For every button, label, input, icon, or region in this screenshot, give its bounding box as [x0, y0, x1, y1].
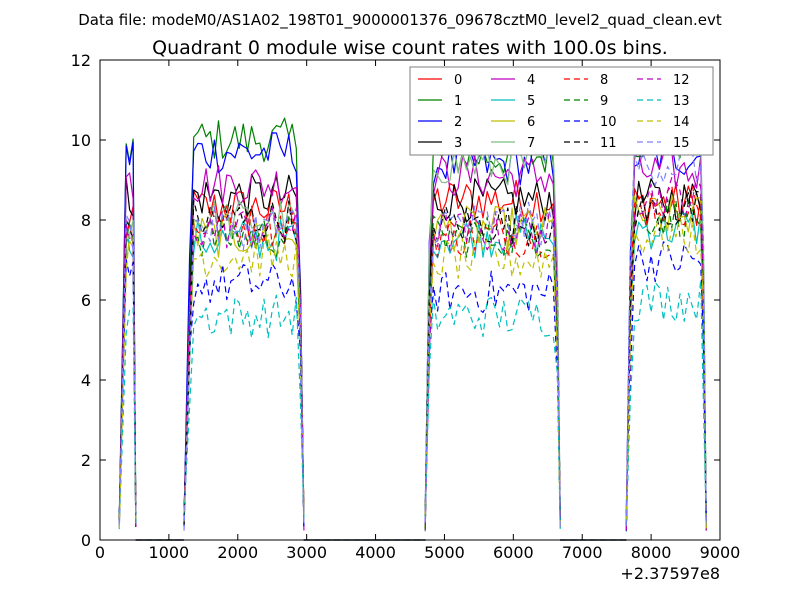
x-tick-label: 2000	[217, 543, 258, 562]
series-13-line-3	[424, 295, 561, 529]
legend-label: 0	[454, 73, 462, 88]
legend-item-5[interactable]: 5	[491, 94, 535, 109]
legend-item-2[interactable]: 2	[418, 115, 462, 130]
series-15-line-2	[183, 205, 305, 531]
legend-label: 15	[673, 136, 690, 151]
legend-item-9[interactable]: 9	[564, 94, 608, 109]
legend-item-0[interactable]: 0	[418, 73, 462, 88]
series-14-line-2	[183, 234, 305, 522]
x-tick-label: 3000	[286, 543, 327, 562]
legend-item-15[interactable]: 15	[637, 136, 690, 151]
series-3-line-4	[625, 178, 707, 531]
series-10-line-4	[625, 241, 707, 531]
x-tick-label: 6000	[493, 543, 534, 562]
legend-item-14[interactable]: 14	[637, 115, 690, 130]
series-5-line-4	[625, 212, 707, 526]
legend-item-11[interactable]: 11	[564, 136, 617, 151]
y-tick-label: 8	[81, 211, 91, 230]
x-tick-label: 8000	[631, 543, 672, 562]
legend-label: 12	[673, 73, 690, 88]
legend-label: 11	[600, 136, 617, 151]
legend-label: 10	[600, 115, 617, 130]
series-10-line-2	[183, 263, 305, 528]
series-14-line-4	[625, 213, 707, 529]
legend-item-13[interactable]: 13	[637, 94, 690, 109]
y-tick-label: 2	[81, 451, 91, 470]
series-13-line-2	[183, 294, 305, 518]
series-10-line-3	[424, 270, 561, 519]
series-0-line-4	[625, 183, 707, 525]
series-11-line-3	[424, 204, 561, 518]
series-11-line-4	[625, 190, 707, 527]
x-tick-label: 4000	[355, 543, 396, 562]
legend-label: 9	[600, 94, 608, 109]
chart-title: Quadrant 0 module wise count rates with …	[152, 37, 668, 59]
series-1-line-2	[183, 117, 305, 527]
series-4-line-3	[424, 155, 561, 532]
legend-label: 7	[527, 136, 535, 151]
legend-label: 1	[454, 94, 462, 109]
legend-label: 6	[527, 115, 535, 130]
series-4-line-2	[183, 165, 305, 531]
series-12-line-2	[183, 207, 305, 524]
legend-item-3[interactable]: 3	[418, 136, 462, 151]
legend-item-6[interactable]: 6	[491, 115, 535, 130]
x-tick-label: 9000	[700, 543, 741, 562]
series-2-line-2	[183, 132, 305, 525]
x-tick-label: 5000	[424, 543, 465, 562]
file-label: Data file: modeM0/AS1A02_198T01_90000013…	[78, 11, 722, 30]
legend-label: 2	[454, 115, 462, 130]
legend-label: 13	[673, 94, 690, 109]
y-tick-label: 0	[81, 531, 91, 550]
legend-item-7[interactable]: 7	[491, 136, 535, 151]
series-3-line-3	[424, 178, 561, 522]
series-15-line-4	[625, 149, 707, 527]
legend-label: 3	[454, 136, 462, 151]
legend-label: 4	[527, 73, 535, 88]
series-9-line-4	[625, 198, 707, 526]
series-9-line-3	[424, 215, 561, 530]
y-tick-label: 10	[71, 131, 91, 150]
legend-item-1[interactable]: 1	[418, 94, 462, 109]
x-tick-label: 7000	[562, 543, 603, 562]
y-tick-label: 4	[81, 371, 91, 390]
y-tick-label: 12	[71, 51, 91, 70]
legend-box	[409, 66, 714, 156]
legend-item-12[interactable]: 12	[637, 73, 690, 88]
series-13-line-4	[625, 279, 707, 523]
legend-label: 5	[527, 94, 535, 109]
series-12-line-4	[625, 175, 707, 531]
legend-label: 8	[600, 73, 608, 88]
legend-item-8[interactable]: 8	[564, 73, 608, 88]
series-12-line-3	[424, 211, 561, 524]
axes: 0 1000 2000 3000 4000 5000 6000 7000 8000 9000 0 2 4…	[71, 51, 741, 562]
x-offset-label: +2.37597e8	[620, 564, 720, 583]
series-14-line-3	[424, 237, 561, 531]
series-15-line-1	[118, 214, 137, 524]
legend-label: 14	[673, 115, 690, 130]
series-15-line-3	[424, 201, 561, 531]
legend-item-10[interactable]: 10	[564, 115, 617, 130]
series-0-line-3	[424, 179, 561, 522]
y-tick-label: 6	[81, 291, 91, 310]
x-tick-label: 0	[95, 543, 105, 562]
legend-item-4[interactable]: 4	[491, 73, 535, 88]
x-tick-label: 1000	[149, 543, 190, 562]
